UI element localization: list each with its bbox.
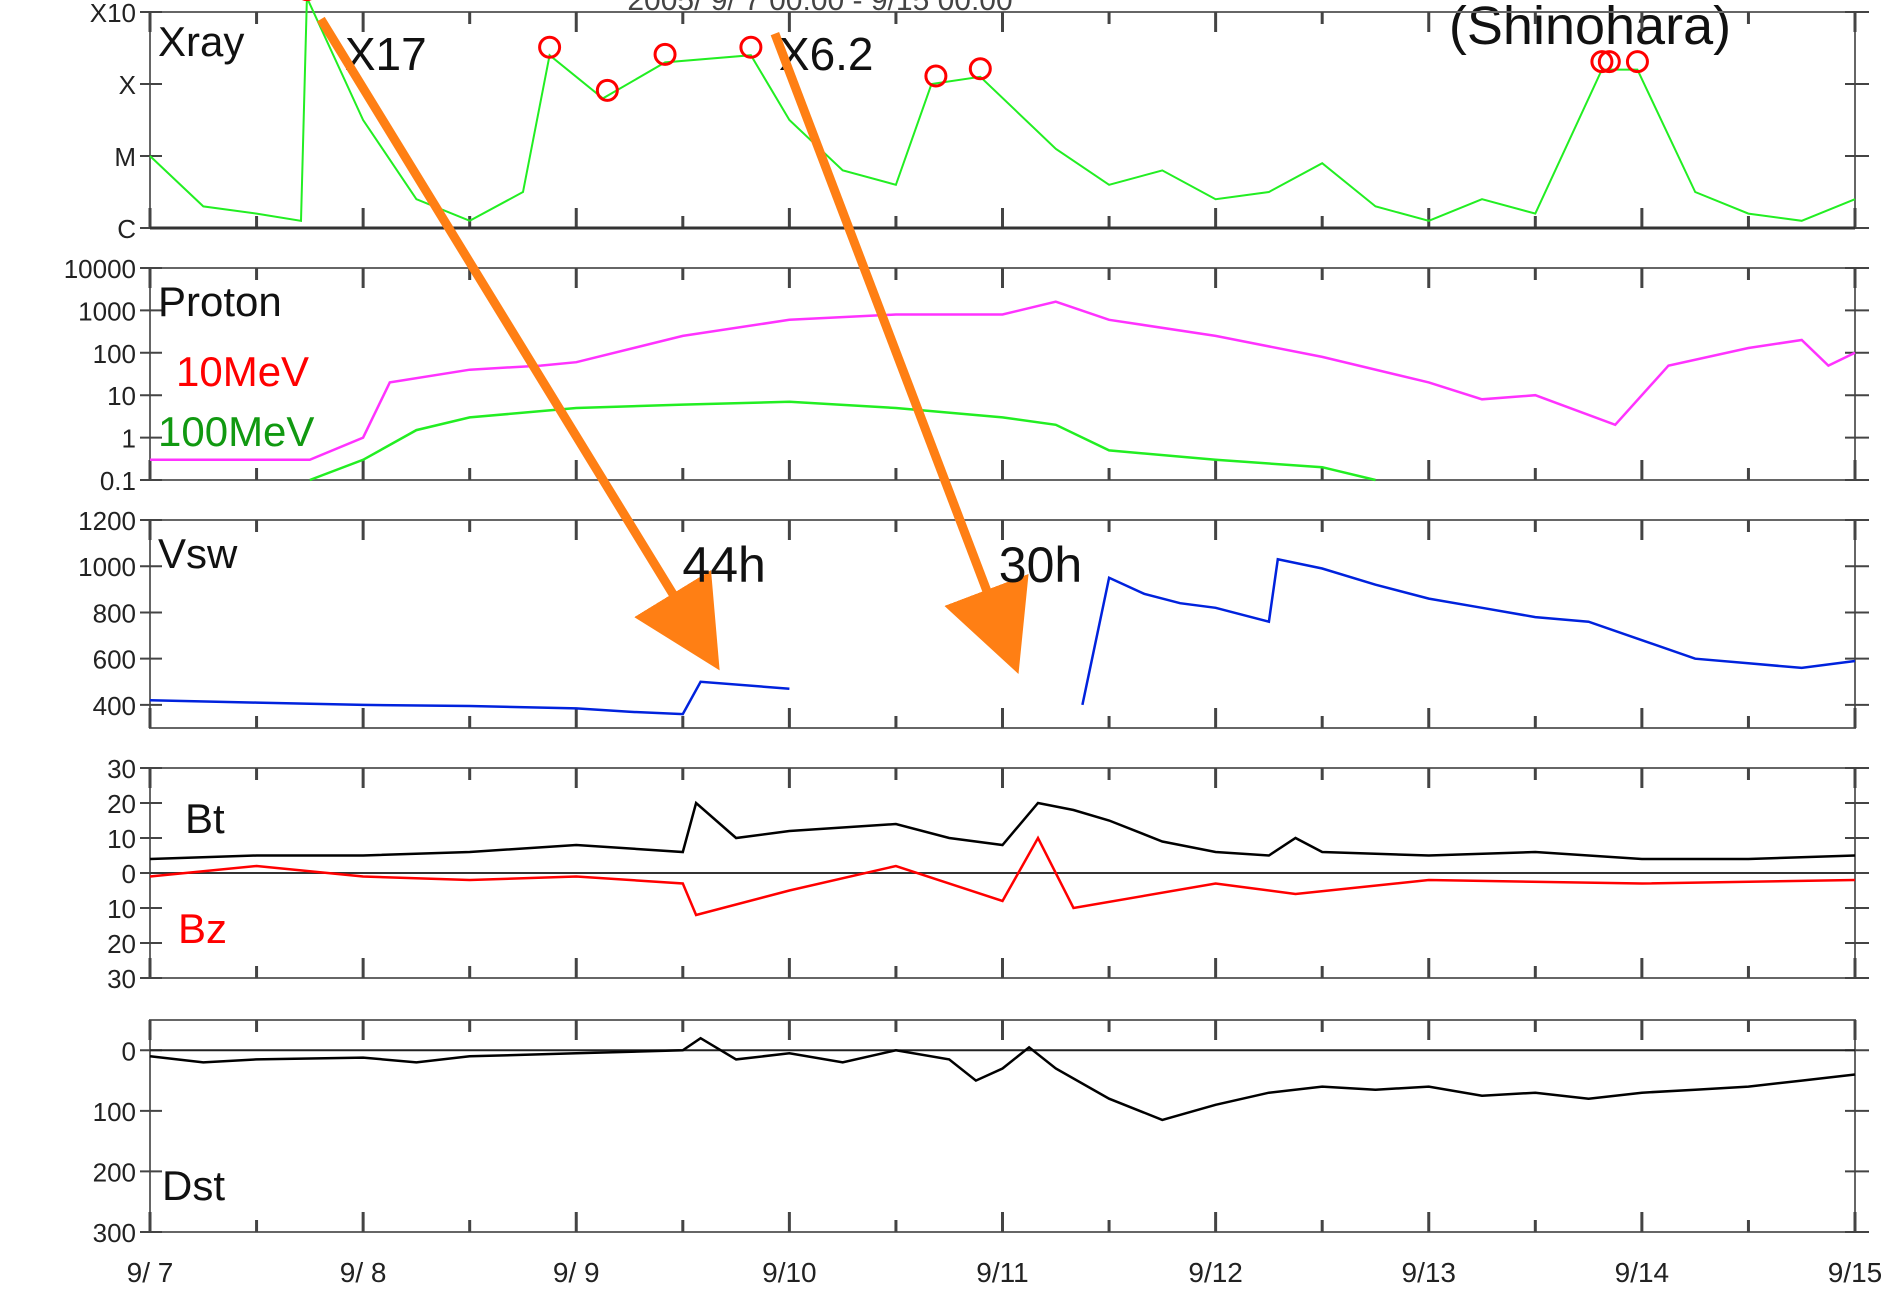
- panel-frame: [149, 1019, 1856, 1233]
- flare-marker: [1590, 50, 1614, 74]
- y-tick-label: X10: [90, 0, 136, 28]
- credit-label: (Shinohara): [1449, 0, 1731, 56]
- x-tick-label: 9/15: [1828, 1257, 1883, 1288]
- x-tick-label: 9/13: [1402, 1257, 1457, 1288]
- y-tick-label: 20: [107, 929, 136, 959]
- y-tick-label: 200: [93, 1157, 136, 1187]
- y-tick-label: 30: [107, 964, 136, 994]
- panel-vsw: 400 600 800 1000 1200 Vsw: [78, 506, 1869, 729]
- y-tick-label: 300: [93, 1218, 136, 1248]
- y-tick-label: 10: [107, 381, 136, 411]
- panel-proton: 0.1 1 10 100 1000 10000 Proton 10MeV 100MeV: [64, 254, 1869, 496]
- proton-series-10mev: [150, 300, 1856, 462]
- flare-marker: [538, 35, 562, 59]
- y-tick-label: 10000: [64, 254, 136, 284]
- delay-arrow-30h: [770, 32, 1029, 675]
- y-tick-label: 10: [107, 824, 136, 854]
- flare-marker: [1625, 50, 1649, 74]
- annotations: X17 X6.2 44h 30h: [317, 16, 1082, 675]
- x-tick-label: 9/10: [762, 1257, 817, 1288]
- dst-panel-title: Dst: [162, 1162, 225, 1209]
- flare-marker: [653, 42, 677, 66]
- legend-100mev: 100MeV: [158, 408, 314, 455]
- delay-arrow-44h: [317, 16, 720, 671]
- y-tick-label: 1000: [78, 552, 136, 582]
- panel-imf: 30 20 10 0 10 20 30 Bt Bz: [107, 754, 1869, 994]
- dst-series-line: [149, 1036, 1856, 1122]
- y-tick-label: 0: [122, 1036, 136, 1066]
- y-tick-label: 800: [93, 598, 136, 628]
- flare-marker: [924, 64, 948, 88]
- delay-30h-label: 30h: [999, 537, 1082, 593]
- y-tick-label: X: [119, 70, 136, 100]
- xray-panel-title: Xray: [158, 18, 244, 65]
- y-tick-label: C: [117, 214, 136, 244]
- x-tick-label: 9/ 7: [127, 1257, 174, 1288]
- x62-label: X6.2: [779, 28, 874, 80]
- x-tick-label: 9/ 8: [340, 1257, 387, 1288]
- y-tick-label: 1000: [78, 296, 136, 326]
- y-tick-label: 1: [122, 424, 136, 454]
- legend-bz: Bz: [178, 905, 227, 952]
- x-tick-label: 9/12: [1188, 1257, 1243, 1288]
- vsw-series-line: [149, 557, 1856, 716]
- delay-44h-label: 44h: [682, 537, 765, 593]
- header-timerange: 2005/ 9/ 7 00:00 - 9/15 00:00: [627, 0, 1012, 17]
- proton-panel-title: Proton: [158, 278, 282, 325]
- flare-marker: [595, 78, 619, 102]
- y-tick-label: 0: [122, 859, 136, 889]
- y-tick-label: 600: [93, 645, 136, 675]
- panels: CMXX10Xray0.1110100100010000Proton10MeV1…: [64, 0, 1883, 1288]
- x-tick-label: 9/ 9: [553, 1257, 600, 1288]
- flare-marker: [1597, 50, 1621, 74]
- y-tick-label: 10: [107, 894, 136, 924]
- y-tick-label: 20: [107, 789, 136, 819]
- x-tick-label: 9/11: [976, 1257, 1028, 1288]
- y-tick-label: 100: [93, 1097, 136, 1127]
- x17-label: X17: [345, 28, 427, 80]
- panel-dst: 0 100 200 300 Dst 9/ 7 9/ 8 9/ 9 9/10 9/11 9/12 9/1…: [93, 1019, 1883, 1288]
- proton-series-100mev: [309, 400, 1376, 482]
- flare-marker: [739, 35, 763, 59]
- imf-series-bz: [149, 835, 1856, 917]
- xray-series-line: [149, 0, 1856, 222]
- x-tick-label: 9/14: [1615, 1257, 1670, 1288]
- y-tick-label: M: [114, 142, 136, 172]
- y-tick-label: 400: [93, 691, 136, 721]
- y-tick-label: 0.1: [100, 466, 136, 496]
- y-tick-label: 1200: [78, 506, 136, 536]
- flare-marker: [968, 57, 992, 81]
- legend-10mev: 10MeV: [176, 348, 309, 395]
- legend-bt: Bt: [185, 795, 225, 842]
- y-tick-label: 30: [107, 754, 136, 784]
- vsw-panel-title: Vsw: [158, 530, 238, 577]
- panel-xray: C M X X10 Xray: [90, 0, 1869, 244]
- panel-frame: [149, 267, 1856, 481]
- imf-series-bt: [149, 800, 1856, 861]
- y-tick-label: 100: [93, 339, 136, 369]
